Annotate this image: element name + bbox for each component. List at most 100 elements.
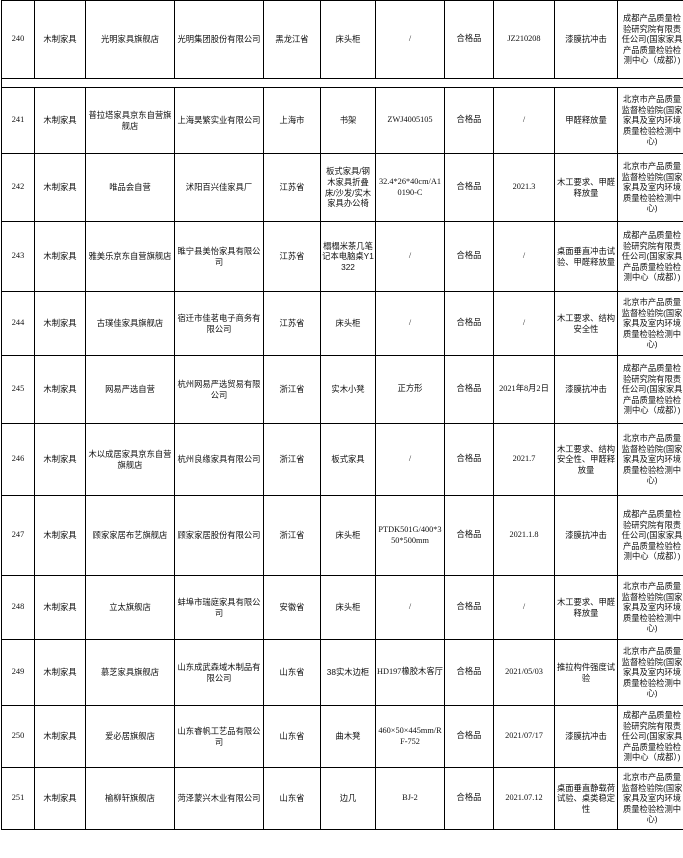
cell-batch: 2021.7 (493, 423, 555, 496)
cell-spec: / (375, 423, 445, 496)
cell-item: 木工要求、甲醛释放量 (554, 153, 618, 222)
cell-company: 上海昊繁实业有限公司 (174, 87, 264, 154)
cell-province: 江苏省 (263, 291, 321, 356)
cell-spec: HD197橡胶木客厅 (375, 639, 445, 706)
cell-index: 247 (1, 495, 35, 576)
cell-batch: 2021/07/17 (493, 705, 555, 768)
cell-grade: 合格品 (444, 423, 494, 496)
cell-agency: 北京市产品质量监督检验院(国家家具及室内环境质量检验检测中心) (617, 767, 683, 830)
cell-grade: 合格品 (444, 705, 494, 768)
table-row[interactable]: 250 木制家具 爱必居旗舰店 山东睿帆工艺品有限公司 山东省 曲木凳 460×50×445… (1, 705, 683, 768)
cell-company: 杭州网易严选贸易有限公司 (174, 355, 264, 424)
table-row[interactable]: 242 木制家具 唯品会自营 沭阳百兴佳家具厂 江苏省 板式家具/钢木家具折叠床/沙发/实… (1, 153, 683, 222)
cell-item: 木工要求、结构安全性、甲醛释放量 (554, 423, 618, 496)
cell-batch: / (493, 221, 555, 292)
cell-batch: 2021.1.8 (493, 495, 555, 576)
cell-shop: 榆柳轩旗舰店 (85, 767, 175, 830)
cell-index: 251 (1, 767, 35, 830)
cell-grade: 合格品 (444, 87, 494, 154)
cell-index: 248 (1, 575, 35, 640)
cell-agency: 北京市产品质量监督检验院(国家家具及室内环境质量检验检测中心) (617, 153, 683, 222)
cell-province: 上海市 (263, 87, 321, 154)
cell-spec: 正方形 (375, 355, 445, 424)
cell-spec: BJ-2 (375, 767, 445, 830)
cell-category: 木制家具 (34, 423, 86, 496)
table-row[interactable]: 244 木制家具 古璞佳家具旗舰店 宿迁市佳茗电子商务有限公司 江苏省 床头柜 / 合格品 / 木… (1, 291, 683, 356)
table-row[interactable]: 240 木制家具 光明家具旗舰店 光明集团股份有限公司 黑龙江省 床头柜 / 合格品 JZ210… (1, 0, 683, 79)
cell-batch: 2021.3 (493, 153, 555, 222)
cell-grade: 合格品 (444, 291, 494, 356)
cell-product: 床头柜 (320, 575, 376, 640)
table-body: 240 木制家具 光明家具旗舰店 光明集团股份有限公司 黑龙江省 床头柜 / 合格品 JZ210… (1, 0, 683, 830)
cell-shop: 立太旗舰店 (85, 575, 175, 640)
table-row[interactable]: 248 木制家具 立太旗舰店 蚌埠市瑞庭家具有限公司 安徽省 床头柜 / 合格品 / 木工要求、甲… (1, 575, 683, 640)
cell-item: 桌面垂直冲击试验、甲醛释放量 (554, 221, 618, 292)
cell-province: 浙江省 (263, 423, 321, 496)
cell-spec: 32.4*26*40cm/A10190-C (375, 153, 445, 222)
cell-company: 顾家家居股份有限公司 (174, 495, 264, 576)
table-row[interactable]: 251 木制家具 榆柳轩旗舰店 菏泽蒙兴木业有限公司 山东省 边几 BJ-2 合格品 2021.… (1, 767, 683, 830)
cell-agency: 北京市产品质量监督检验院(国家家具及室内环境质量检验检测中心) (617, 639, 683, 706)
cell-category: 木制家具 (34, 291, 86, 356)
table-row[interactable]: 245 木制家具 网易严选自营 杭州网易严选贸易有限公司 浙江省 实木小凳 正方形 合格品 20… (1, 355, 683, 424)
cell-spec: / (375, 221, 445, 292)
cell-index: 243 (1, 221, 35, 292)
cell-category: 木制家具 (34, 87, 86, 154)
cell-grade: 合格品 (444, 153, 494, 222)
cell-grade: 合格品 (444, 639, 494, 706)
cell-shop: 慕芝家具旗舰店 (85, 639, 175, 706)
cell-grade: 合格品 (444, 0, 494, 79)
cell-product: 床头柜 (320, 0, 376, 79)
cell-agency: 成都产品质量检验研究院有限责任公司(国家家具产品质量检验检测中心（成都）) (617, 0, 683, 79)
cell-grade: 合格品 (444, 355, 494, 424)
cell-product: 书架 (320, 87, 376, 154)
cell-batch: JZ210208 (493, 0, 555, 79)
cell-company: 睢宁县美怡家具有限公司 (174, 221, 264, 292)
cell-category: 木制家具 (34, 355, 86, 424)
cell-index: 246 (1, 423, 35, 496)
cell-shop: 网易严选自营 (85, 355, 175, 424)
cell-category: 木制家具 (34, 639, 86, 706)
cell-grade: 合格品 (444, 221, 494, 292)
cell-index: 241 (1, 87, 35, 154)
cell-product: 榻榻米茶几笔记本电脑桌Y1322 (320, 221, 376, 292)
cell-index: 249 (1, 639, 35, 706)
table-row-gap-cell (1, 78, 683, 88)
cell-spec: / (375, 291, 445, 356)
cell-item: 漆膜抗冲击 (554, 495, 618, 576)
cell-agency: 成都产品质量检验研究院有限责任公司(国家家具产品质量检验检测中心（成都）) (617, 495, 683, 576)
cell-spec: / (375, 0, 445, 79)
cell-index: 240 (1, 0, 35, 79)
cell-shop: 雅美乐京东自营旗舰店 (85, 221, 175, 292)
cell-category: 木制家具 (34, 575, 86, 640)
table-row[interactable]: 243 木制家具 雅美乐京东自营旗舰店 睢宁县美怡家具有限公司 江苏省 榻榻米茶几笔记本电… (1, 221, 683, 292)
cell-item: 木工要求、甲醛释放量 (554, 575, 618, 640)
cell-category: 木制家具 (34, 0, 86, 79)
cell-category: 木制家具 (34, 705, 86, 768)
cell-product: 38实木边柜 (320, 639, 376, 706)
table-row[interactable]: 249 木制家具 慕芝家具旗舰店 山东成武森域木制品有限公司 山东省 38实木边柜 HD19… (1, 639, 683, 706)
cell-category: 木制家具 (34, 153, 86, 222)
table-row[interactable]: 241 木制家具 普拉塔家具京东自营旗舰店 上海昊繁实业有限公司 上海市 书架 ZWJ400… (1, 87, 683, 154)
cell-product: 板式家具 (320, 423, 376, 496)
cell-company: 蚌埠市瑞庭家具有限公司 (174, 575, 264, 640)
cell-shop: 爱必居旗舰店 (85, 705, 175, 768)
cell-shop: 木以成居家具京东自营旗舰店 (85, 423, 175, 496)
cell-province: 安徽省 (263, 575, 321, 640)
cell-agency: 北京市产品质量监督检验院(国家家具及室内环境质量检验检测中心) (617, 423, 683, 496)
cell-province: 浙江省 (263, 355, 321, 424)
cell-company: 宿迁市佳茗电子商务有限公司 (174, 291, 264, 356)
cell-product: 板式家具/钢木家具折叠床/沙发/实木家具办公椅 (320, 153, 376, 222)
cell-batch: / (493, 87, 555, 154)
cell-agency: 北京市产品质量监督检验院(国家家具及室内环境质量检验检测中心) (617, 575, 683, 640)
inspection-results-table: 240 木制家具 光明家具旗舰店 光明集团股份有限公司 黑龙江省 床头柜 / 合格品 JZ210… (1, 0, 683, 830)
cell-spec: / (375, 575, 445, 640)
table-row[interactable]: 246 木制家具 木以成居家具京东自营旗舰店 杭州良缘家具有限公司 浙江省 板式家具 / 合格… (1, 423, 683, 496)
cell-product: 曲木凳 (320, 705, 376, 768)
cell-product: 实木小凳 (320, 355, 376, 424)
cell-shop: 唯品会自营 (85, 153, 175, 222)
cell-shop: 普拉塔家具京东自营旗舰店 (85, 87, 175, 154)
cell-index: 244 (1, 291, 35, 356)
table-row[interactable]: 247 木制家具 顾家家居布艺旗舰店 顾家家居股份有限公司 浙江省 床头柜 PTDK501G… (1, 495, 683, 576)
